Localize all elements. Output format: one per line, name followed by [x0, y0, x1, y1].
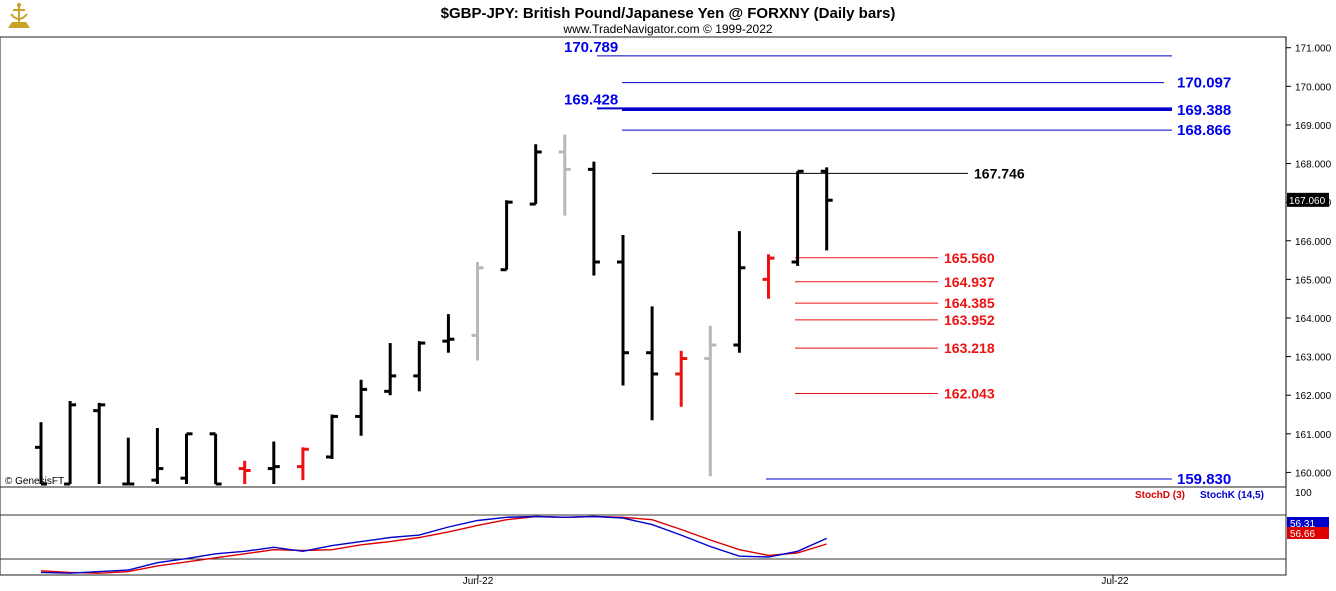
ohlc-bar — [326, 414, 338, 459]
svg-text:167.060: 167.060 — [1289, 196, 1326, 207]
last-price-badge: 167.060 — [1287, 192, 1329, 207]
price-bars — [35, 134, 833, 486]
ohlc-bar — [442, 314, 455, 353]
x-axis: Jun-22 Jul-22 — [463, 575, 1129, 587]
black-level-label: 167.746 — [974, 165, 1025, 181]
legend-stoch-k: StochK (14,5) — [1200, 490, 1264, 501]
price-tick-label: 171.000 — [1295, 44, 1332, 55]
ohlc-bar — [558, 134, 571, 216]
ohlc-bar — [35, 422, 47, 486]
stochastic-panel — [0, 486, 1287, 576]
price-tick-label: 161.000 — [1295, 430, 1332, 441]
stoch-d-line — [40, 515, 827, 574]
red-level-label: 162.043 — [944, 386, 995, 402]
svg-text:56.66: 56.66 — [1290, 529, 1315, 540]
price-axis: 171.000170.000169.000168.000167.000166.0… — [1285, 37, 1332, 487]
ohlc-bar — [296, 447, 309, 481]
ohlc-bar — [209, 432, 222, 486]
ohlc-bar — [238, 460, 251, 484]
ohlc-bar — [791, 169, 804, 266]
ohlc-bar — [384, 343, 397, 396]
ohlc-bar — [733, 231, 746, 353]
blue-level-label: 170.097 — [1177, 75, 1231, 92]
legend-stoch-d: StochD (3) — [1135, 490, 1185, 501]
stoch-k-badge: 56.31 — [1287, 517, 1329, 530]
ohlc-bar — [587, 161, 600, 276]
blue-level-label: 169.428 — [564, 91, 618, 108]
ohlc-bar — [180, 432, 193, 484]
ohlc-bar — [471, 262, 484, 361]
ohlc-bar — [413, 341, 426, 392]
red-level-label: 164.937 — [944, 274, 995, 290]
ohlc-bar — [500, 200, 513, 272]
chart-title: $GBP-JPY: British Pound/Japanese Yen @ F… — [441, 5, 896, 22]
red-level-label: 163.218 — [944, 340, 995, 356]
price-tick-label: 166.000 — [1295, 237, 1332, 248]
svg-text:56.31: 56.31 — [1290, 519, 1315, 530]
stoch-lines — [40, 515, 827, 574]
price-tick-label: 165.000 — [1295, 275, 1332, 286]
ohlc-bar — [762, 254, 775, 299]
ohlc-bar — [64, 400, 77, 486]
ohlc-bar — [93, 402, 106, 484]
x-label-jun: Jun-22 — [463, 576, 494, 587]
x-label-jul: Jul-22 — [1101, 576, 1129, 587]
price-tick-label: 168.000 — [1295, 160, 1332, 171]
red-level-label: 163.952 — [944, 312, 995, 328]
blue-level-label: 169.388 — [1177, 102, 1231, 119]
ohlc-bar — [704, 325, 717, 477]
watermark: © GenesisFT — [5, 476, 64, 487]
blue-level-label: 168.866 — [1177, 122, 1231, 139]
stoch-d-badge: 56.66 — [1287, 527, 1329, 540]
price-tick-label: 163.000 — [1295, 353, 1332, 364]
ohlc-bar — [122, 437, 135, 486]
ohlc-bar — [646, 306, 659, 421]
stoch-k-line — [40, 515, 827, 574]
blue-level-label: 159.830 — [1177, 471, 1231, 488]
price-panel — [0, 36, 1287, 488]
ohlc-bar — [820, 167, 833, 251]
red-level-label: 165.560 — [944, 250, 995, 266]
price-tick-label: 162.000 — [1295, 391, 1332, 402]
chart-subtitle: www.TradeNavigator.com © 1999-2022 — [562, 22, 772, 36]
ohlc-bar — [617, 234, 629, 386]
ohlc-bar — [267, 441, 280, 484]
ohlc-bar — [529, 144, 542, 206]
red-level-label: 164.385 — [944, 295, 995, 311]
ohlc-bar — [151, 428, 164, 484]
price-tick-label: 164.000 — [1295, 314, 1332, 325]
ohlc-bar — [675, 350, 688, 407]
stoch-tick-100: 100 — [1295, 488, 1312, 499]
price-tick-label: 170.000 — [1295, 82, 1332, 93]
blue-level-label: 170.789 — [564, 39, 618, 56]
price-levels: 170.789 170.097 169.428 169.388 168.866 159.8… — [564, 39, 1231, 488]
ohlc-bar — [355, 379, 368, 436]
logo-icon — [8, 3, 30, 28]
price-tick-label: 160.000 — [1295, 468, 1332, 479]
price-tick-label: 169.000 — [1295, 121, 1332, 132]
